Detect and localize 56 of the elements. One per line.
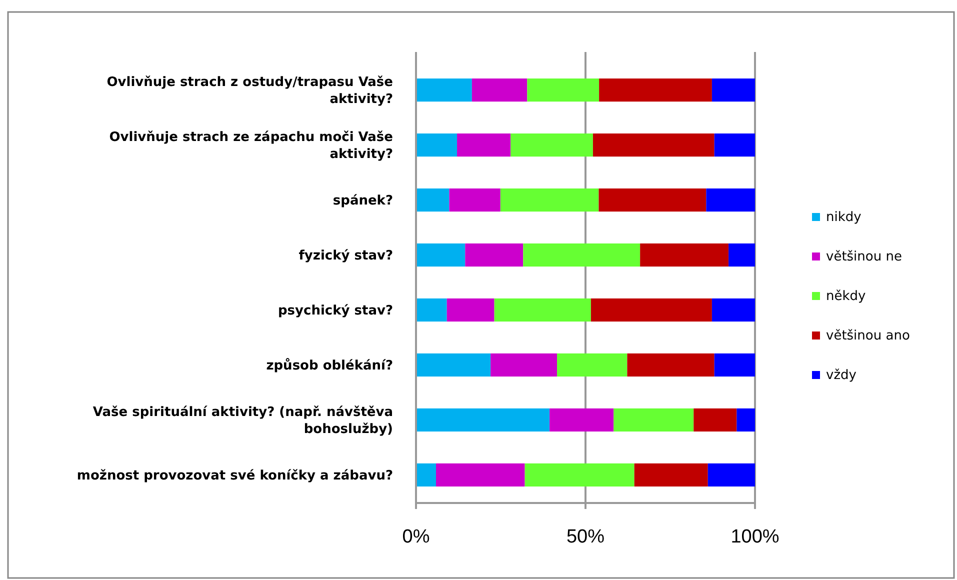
bar	[728, 243, 755, 267]
bar	[714, 353, 755, 377]
legend-label: nikdy	[826, 210, 862, 225]
legend-label: většinou ano	[826, 328, 910, 344]
bar	[490, 353, 558, 377]
bar	[524, 463, 634, 487]
y-tick-label: Ovlivňuje strach z ostudy/trapasu Vaše aktivity?	[106, 75, 394, 108]
bar	[527, 78, 600, 102]
bar	[712, 78, 755, 102]
bar	[416, 298, 447, 322]
bar	[550, 408, 614, 432]
legend-label: někdy	[826, 289, 866, 304]
bar	[416, 408, 550, 432]
bar	[590, 298, 712, 322]
bar	[634, 463, 708, 487]
bar	[416, 188, 450, 212]
bar	[510, 133, 593, 157]
bar	[416, 353, 491, 377]
bar	[599, 78, 712, 102]
legend-label: vždy	[826, 368, 857, 383]
bar	[640, 243, 729, 267]
bar	[598, 188, 706, 212]
bar	[472, 78, 528, 102]
bar	[436, 463, 525, 487]
bar	[416, 463, 436, 487]
bar	[449, 188, 500, 212]
bar	[736, 408, 755, 432]
bar	[446, 298, 494, 322]
bar	[500, 188, 599, 212]
bar	[457, 133, 511, 157]
bar	[523, 243, 640, 267]
x-tick-label: 0%	[402, 526, 430, 548]
bar	[416, 133, 458, 157]
bar	[494, 298, 591, 322]
y-tick-label: možnost provozovat své koníčky a zábavu?	[76, 468, 393, 484]
bar	[416, 78, 472, 102]
y-tick-label: Ovlivňuje strach ze zápachu moči Vaše aktivity?	[109, 130, 394, 162]
y-tick-label: fyzický stav?	[298, 248, 393, 264]
bar	[712, 298, 755, 322]
x-tick-label: 50%	[566, 526, 605, 548]
y-tick-label: psychický stav?	[278, 303, 393, 318]
legend-label: většinou ne	[826, 250, 902, 264]
x-tick-label: 100%	[730, 526, 780, 548]
bar	[708, 463, 755, 487]
bar	[614, 408, 694, 432]
y-tick-label: způsob oblékání?	[266, 357, 393, 374]
bar	[465, 243, 524, 267]
bar	[627, 353, 714, 377]
bar	[557, 353, 628, 377]
y-tick-label: Vaše spirituální aktivity? (např. návštěva bohoslužby)	[92, 404, 393, 437]
bar	[706, 188, 755, 212]
bar	[714, 133, 755, 157]
bar	[416, 243, 466, 267]
y-tick-label: spánek?	[332, 194, 393, 209]
bar	[592, 133, 714, 157]
bar	[694, 408, 737, 432]
